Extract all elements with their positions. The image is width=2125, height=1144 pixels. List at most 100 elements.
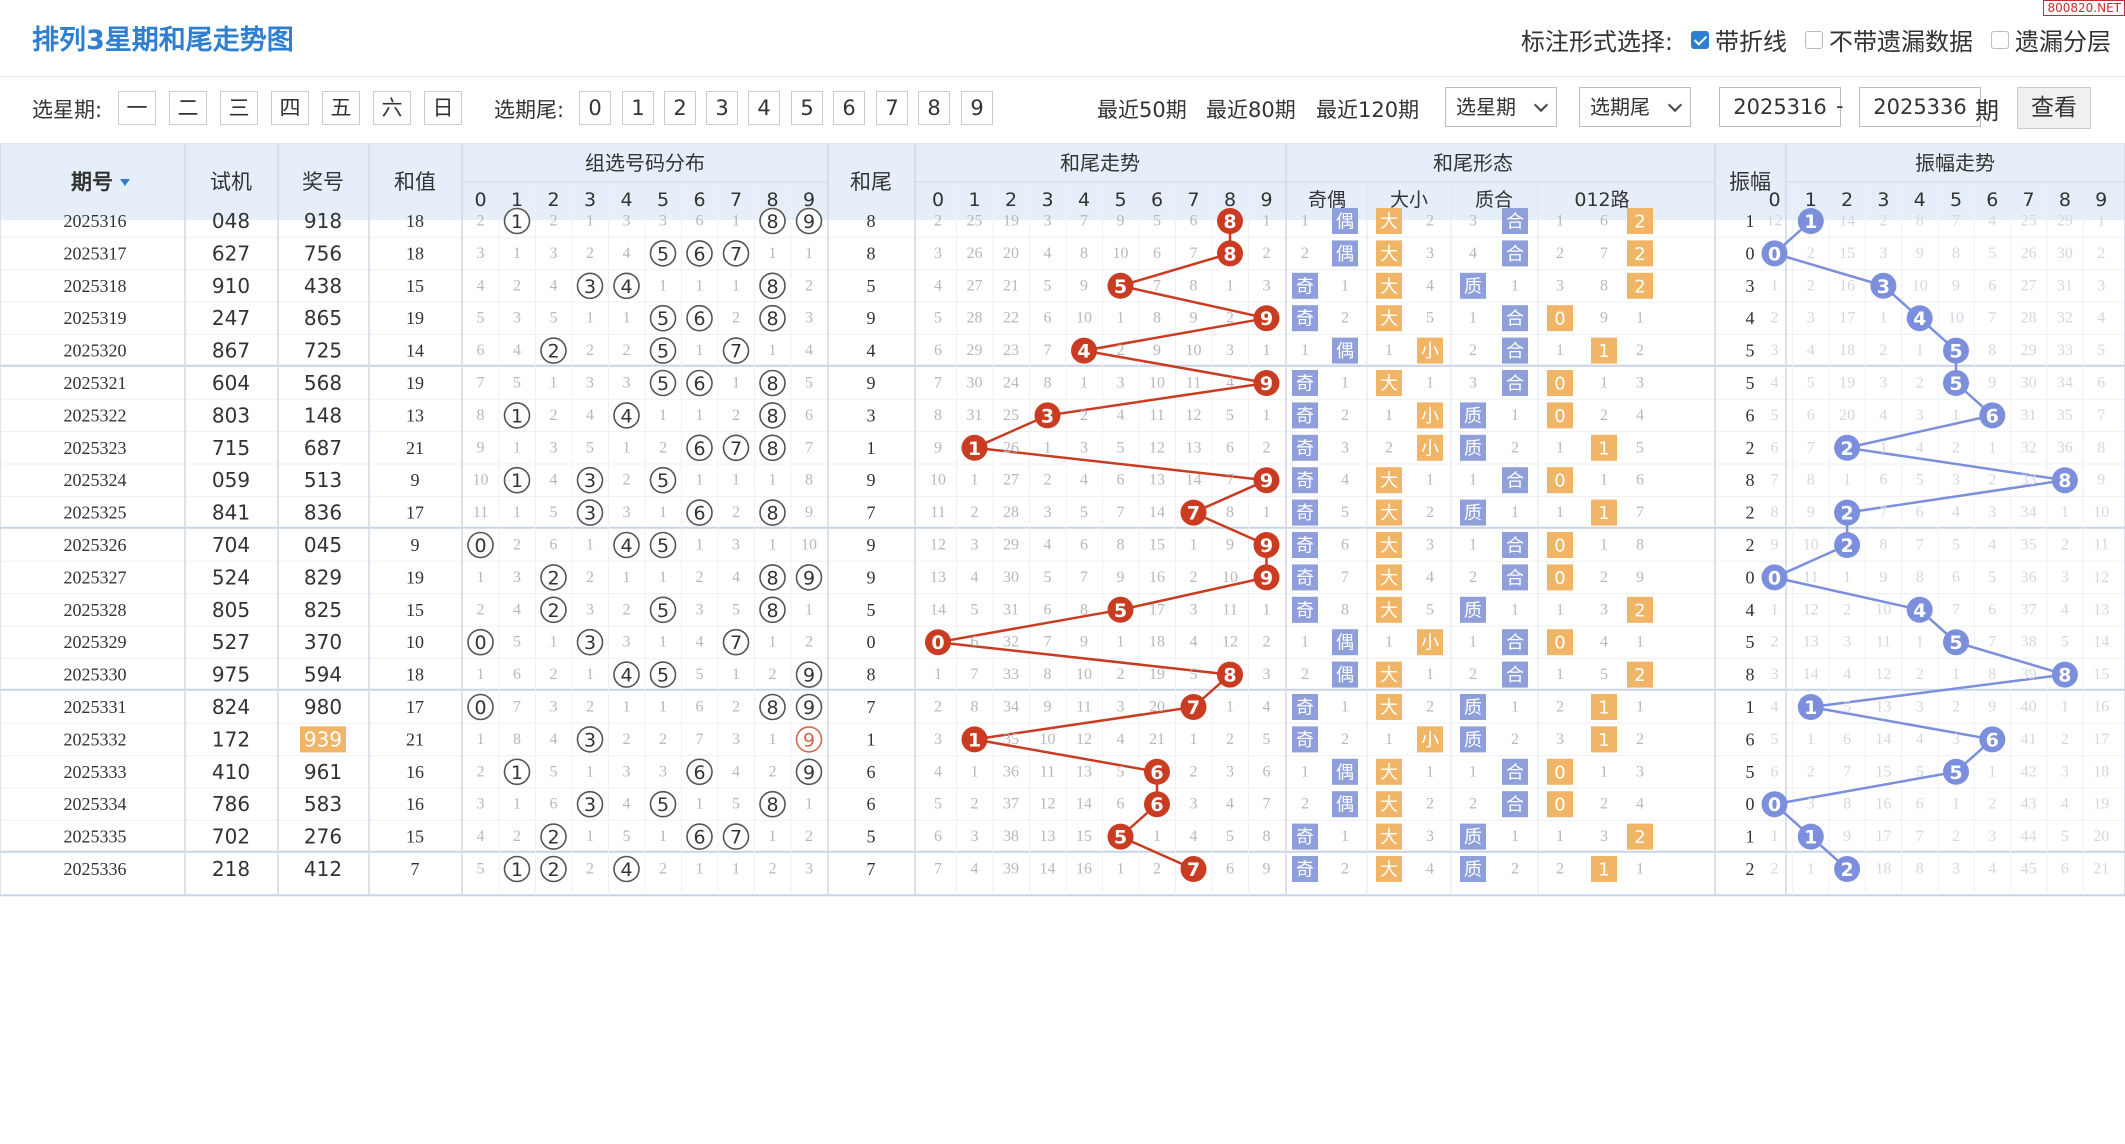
week-btn[interactable]: 二 <box>169 91 207 125</box>
dist-miss: 6 <box>477 342 485 359</box>
amp-miss: 2 <box>1916 666 1924 683</box>
dist-number: 4 <box>620 276 632 298</box>
trend-number: 3 <box>1041 405 1054 427</box>
week-btn[interactable]: 三 <box>220 91 258 125</box>
shape-miss: 2 <box>1341 310 1349 327</box>
dist-miss: 1 <box>732 375 740 392</box>
week-btn[interactable]: 日 <box>424 91 462 125</box>
dist-miss: 4 <box>696 634 704 651</box>
week-select[interactable]: 选星期 <box>1445 87 1557 127</box>
checkbox-icon[interactable] <box>1805 30 1823 49</box>
amp-miss: 13 <box>2093 601 2109 618</box>
dist-ball <box>540 337 567 364</box>
sort-down-icon[interactable] <box>120 179 130 186</box>
amp-miss: 8 <box>1952 245 1960 262</box>
amp-miss: 3 <box>1771 666 1779 683</box>
tail-btn[interactable]: 6 <box>833 91 865 125</box>
amp-miss: 38 <box>2021 634 2037 651</box>
shape-miss: 1 <box>1469 472 1477 489</box>
trend-miss: 13 <box>1040 828 1056 845</box>
sum-cell: 17 <box>406 697 424 717</box>
shape-label: 0 <box>1554 309 1565 330</box>
tail-select-value: 选期尾 <box>1590 95 1650 119</box>
end-period-input[interactable]: 2025336 <box>1859 87 1981 127</box>
tail-btn[interactable]: 0 <box>579 91 611 125</box>
trend-ball <box>1217 208 1243 234</box>
trend-ball <box>1107 823 1134 850</box>
trend-miss: 21 <box>1003 277 1019 294</box>
shape-tag <box>1376 856 1402 882</box>
tail-cell: 7 <box>867 503 876 523</box>
dist-miss: 5 <box>550 763 558 780</box>
tail-btn[interactable]: 4 <box>748 91 780 125</box>
dist-miss: 3 <box>732 731 740 748</box>
tail-btn[interactable]: 5 <box>791 91 823 125</box>
dist-miss: 1 <box>659 569 667 586</box>
dist-ball <box>576 628 604 656</box>
shape-tag <box>1460 434 1486 461</box>
dist-number: 5 <box>657 600 669 622</box>
recent-50-link[interactable]: 最近50期 <box>1097 98 1187 122</box>
week-btn[interactable]: 四 <box>271 91 309 125</box>
dist-miss: 2 <box>732 407 740 424</box>
week-select-value: 选星期 <box>1456 95 1516 119</box>
shape-miss: 7 <box>1341 569 1349 586</box>
tail-select[interactable]: 选期尾 <box>1579 87 1691 127</box>
dist-number: 0 <box>474 535 486 557</box>
amp-miss: 7 <box>1988 634 1996 651</box>
dist-number: 1 <box>511 762 523 784</box>
tail-btn[interactable]: 7 <box>876 91 908 125</box>
amp-miss: 3 <box>1807 310 1815 327</box>
amp-ball <box>1979 726 2006 753</box>
opt-with-line[interactable]: 带折线 <box>1691 22 1787 57</box>
opt-miss-layer[interactable]: 遗漏分层 <box>1991 22 2111 57</box>
dist-miss: 5 <box>805 375 813 392</box>
tail-btn[interactable]: 2 <box>664 91 696 125</box>
shape-label: 小 <box>1421 406 1439 427</box>
trend-miss: 4 <box>934 763 942 780</box>
shape-label: 质 <box>1464 276 1482 297</box>
trend-miss: 6 <box>1263 763 1271 780</box>
shape-miss: 6 <box>1636 472 1644 489</box>
amp-miss: 8 <box>1916 213 1924 230</box>
trend-miss: 8 <box>1117 537 1125 554</box>
trend-miss: 12 <box>1186 407 1202 424</box>
digit-header: 8 <box>1224 189 1236 211</box>
week-btn[interactable]: 五 <box>322 91 360 125</box>
recent-80-link[interactable]: 最近80期 <box>1206 98 1296 122</box>
week-btn[interactable]: 六 <box>373 91 411 125</box>
tail-btn[interactable]: 9 <box>961 91 993 125</box>
prize-cell: 412 <box>304 857 342 881</box>
shape-miss: 1 <box>1556 504 1564 521</box>
trend-number: 1 <box>968 729 981 751</box>
dist-ball <box>795 726 823 753</box>
trend-miss: 2 <box>971 796 979 813</box>
tail-btn[interactable]: 8 <box>918 91 950 125</box>
query-button[interactable]: 查看 <box>2017 87 2091 129</box>
trend-miss: 6 <box>1117 796 1125 813</box>
trend-number: 9 <box>1260 470 1273 492</box>
tail-btn[interactable]: 1 <box>622 91 654 125</box>
start-period-input[interactable]: 2025316 <box>1719 87 1841 127</box>
amp-miss: 9 <box>1916 245 1924 262</box>
amp-miss: 5 <box>1807 375 1815 392</box>
opt-no-miss[interactable]: 不带遗漏数据 <box>1805 22 1973 57</box>
shape-label: 合 <box>1506 633 1524 654</box>
trend-miss: 5 <box>1263 731 1271 748</box>
amp-ball <box>1870 272 1897 299</box>
amp-miss: 7 <box>1771 472 1779 489</box>
week-btn[interactable]: 一 <box>118 91 156 125</box>
tail-btn[interactable]: 3 <box>706 91 738 125</box>
dist-ball <box>576 499 604 526</box>
amp-miss: 2 <box>1771 861 1779 878</box>
shape-miss: 1 <box>1426 666 1434 683</box>
prize-cell: 980 <box>304 695 342 719</box>
shape-tag <box>1292 823 1318 850</box>
amp-miss: 2 <box>2061 537 2069 554</box>
checkbox-icon[interactable] <box>1991 30 2009 49</box>
amp-miss: 2 <box>1771 634 1779 651</box>
checkbox-icon[interactable] <box>1691 30 1709 49</box>
recent-120-link[interactable]: 最近120期 <box>1316 98 1420 122</box>
amp-number: 1 <box>1804 827 1817 849</box>
